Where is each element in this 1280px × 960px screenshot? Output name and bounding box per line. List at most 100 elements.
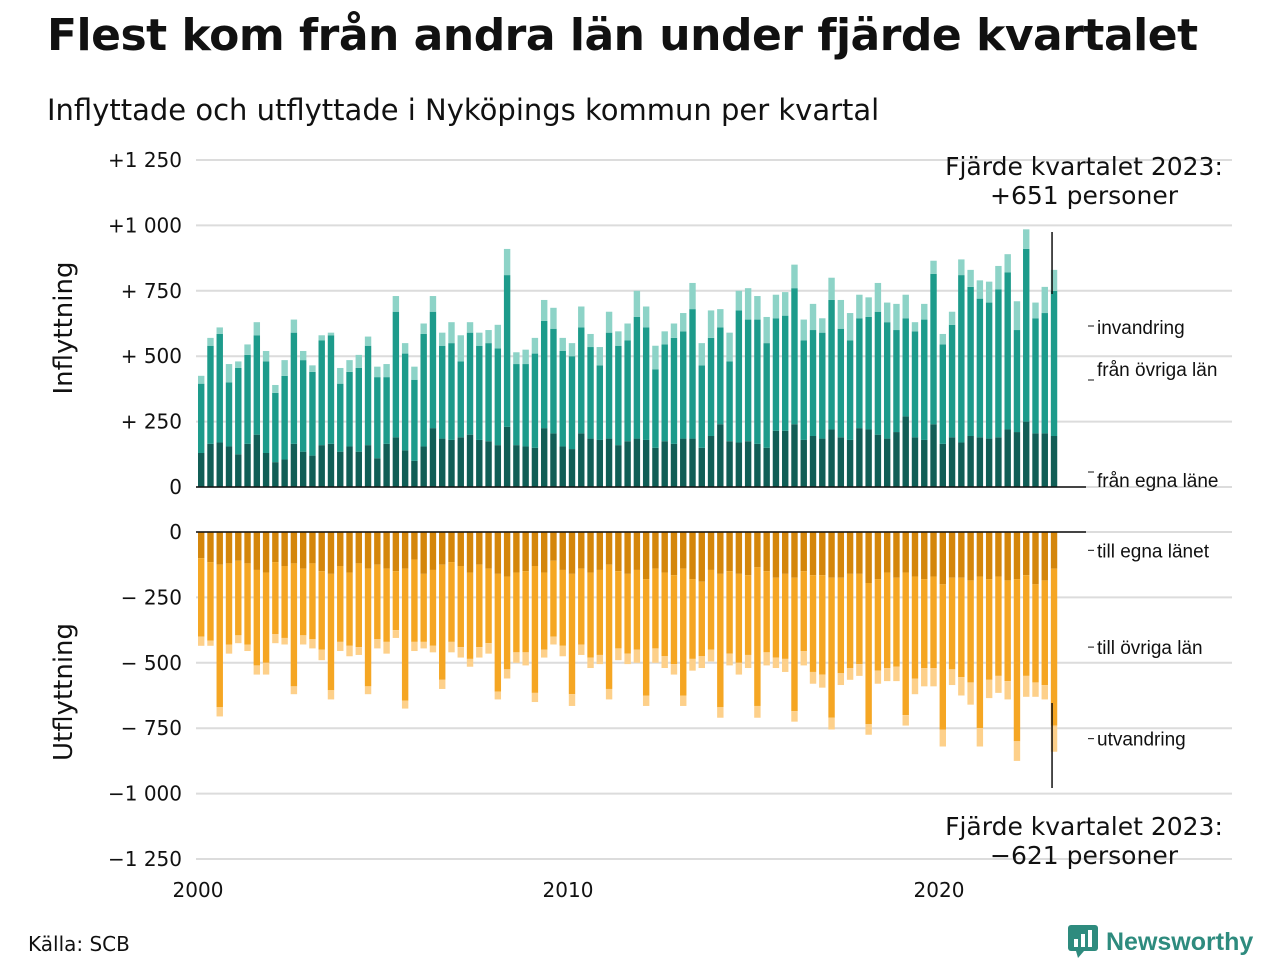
bar-segment: [587, 347, 594, 439]
bar-segment: [207, 337, 214, 346]
bar-segment: [911, 322, 919, 332]
bar-segment: [976, 298, 984, 438]
bar-segment: [985, 281, 993, 303]
bar-segment: [948, 532, 956, 578]
bar-segment: [930, 532, 937, 577]
bar-segment: [216, 327, 223, 334]
bar-segment: [207, 640, 214, 646]
bar-segment: [939, 443, 946, 487]
bar-segment: [262, 572, 270, 663]
bar-segment: [819, 674, 826, 688]
bar-segment: [550, 328, 557, 434]
bar-segment: [967, 435, 974, 487]
bar-segment: [503, 248, 511, 276]
bar-segment: [550, 636, 557, 645]
bar-segment: [735, 310, 743, 443]
bar-segment: [893, 303, 900, 331]
y-axis-label: Inflyttning: [49, 262, 79, 395]
bar-segment: [272, 562, 279, 635]
bar-segment: [374, 366, 381, 378]
bar-segment: [383, 641, 390, 654]
bar-segment: [392, 437, 400, 487]
bar-segment: [726, 532, 733, 572]
bar-segment: [485, 643, 492, 654]
bar-segment: [865, 583, 872, 725]
bar-segment: [698, 365, 705, 448]
bar-segment: [689, 532, 696, 580]
bar-segment: [874, 282, 882, 312]
bar-segment: [244, 354, 251, 444]
bar-segment: [846, 313, 854, 341]
bar-segment: [800, 571, 807, 652]
y-tick-label: + 250: [121, 410, 182, 434]
bar-segment: [531, 566, 539, 693]
bar-segment: [754, 705, 761, 718]
bar-segment: [531, 447, 539, 487]
bar-segment: [578, 532, 585, 569]
bar-segment: [865, 429, 872, 487]
bar-segment: [439, 679, 446, 689]
bar-segment: [856, 428, 863, 487]
bar-segment: [819, 575, 826, 675]
y-tick-label: −1 000: [108, 782, 182, 806]
bar-segment: [337, 566, 344, 642]
bar-segment: [874, 579, 882, 671]
bar-segment: [967, 580, 974, 683]
bar-segment: [235, 361, 242, 368]
bar-segment: [809, 671, 817, 684]
bar-segment: [652, 532, 659, 569]
bar-segment: [596, 439, 604, 487]
bar-segment: [587, 438, 594, 487]
bar-segment: [911, 532, 919, 577]
bar-segment: [420, 333, 427, 447]
bar-segment: [290, 332, 298, 444]
bar-segment: [735, 573, 743, 663]
bar-segment: [800, 532, 807, 572]
bar-segment: [809, 330, 817, 436]
bar-segment: [198, 558, 205, 637]
bar-segment: [355, 451, 362, 487]
bar-segment: [578, 433, 585, 487]
bar-segment: [559, 532, 566, 570]
bar-segment: [624, 653, 631, 665]
bar-segment: [235, 532, 242, 561]
bar-segment: [698, 656, 705, 669]
bar-segment: [401, 353, 409, 451]
bar-segment: [513, 572, 520, 653]
bar-segment: [698, 343, 705, 366]
bar-segment: [374, 377, 381, 459]
bar-segment: [253, 569, 261, 666]
bar-segment: [568, 356, 576, 450]
bar-segment: [874, 670, 882, 684]
bar-segment: [902, 318, 909, 417]
bar-segment: [717, 309, 724, 328]
y-tick-label: +1 000: [108, 213, 182, 237]
bar-segment: [717, 327, 724, 425]
bar-segment: [735, 532, 743, 574]
bar-segment: [800, 651, 807, 666]
bar-segment: [939, 729, 946, 747]
bar-segment: [262, 350, 270, 362]
bar-segment: [624, 340, 631, 442]
bar-segment: [1050, 290, 1058, 436]
bar-segment: [439, 564, 446, 680]
bar-segment: [763, 316, 770, 344]
bar-segment: [744, 532, 752, 576]
bar-segment: [846, 573, 854, 669]
brand-name: Newsworthy: [1106, 927, 1254, 956]
bar-segment: [782, 573, 789, 659]
bar-segment: [244, 443, 251, 487]
bar-segment: [587, 657, 594, 669]
bar-segment: [605, 311, 613, 333]
bar-segment: [559, 645, 566, 657]
bar-segment: [911, 437, 919, 487]
bar-segment: [865, 316, 872, 430]
bar-segment: [633, 316, 641, 439]
bar-segment: [605, 688, 613, 700]
bar-segment: [958, 442, 965, 487]
bar-segment: [383, 443, 390, 487]
bar-segment: [772, 657, 780, 669]
bar-segment: [401, 700, 409, 709]
bar-segment: [921, 319, 928, 440]
bar-segment: [874, 434, 882, 487]
